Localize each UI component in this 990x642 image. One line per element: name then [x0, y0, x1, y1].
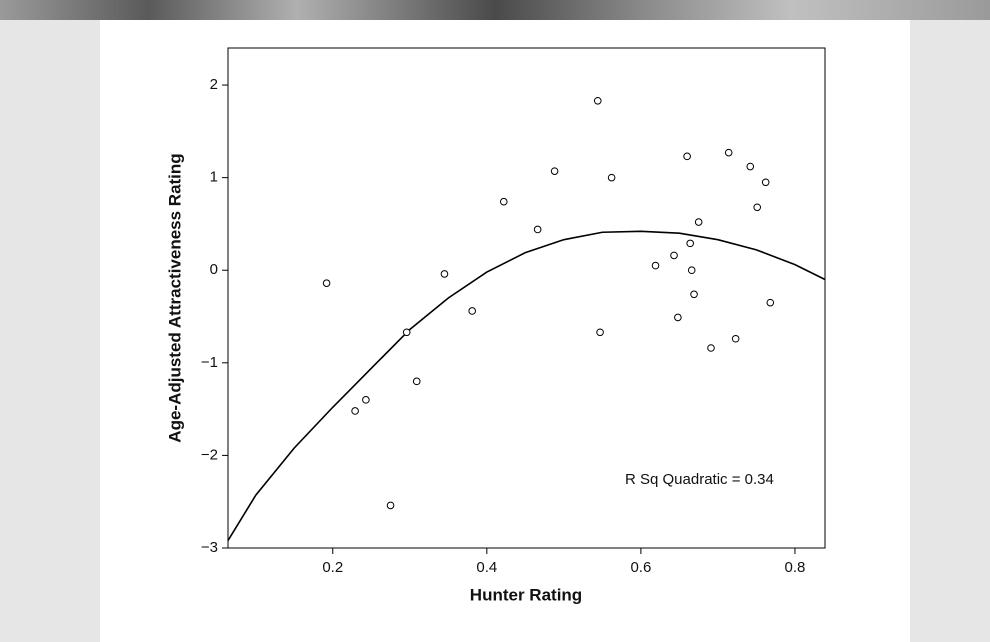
point	[533, 225, 542, 234]
point	[412, 377, 421, 386]
y-tick-label: −1	[201, 354, 218, 371]
point	[593, 96, 602, 105]
point	[550, 167, 559, 175]
point	[440, 270, 449, 278]
point	[386, 501, 395, 510]
point	[694, 218, 703, 226]
y-tick-label: 0	[210, 261, 218, 278]
y-axis-label: Age-Adjusted Attractiveness Rating	[165, 153, 184, 442]
point	[724, 148, 733, 157]
y-tick-label: 2	[210, 76, 218, 93]
point	[651, 261, 660, 270]
annotation: R Sq Quadratic = 0.34	[625, 471, 774, 488]
x-tick-label: 0.2	[322, 559, 343, 576]
point	[596, 328, 604, 337]
point	[687, 266, 696, 275]
y-tick-label: −3	[201, 539, 218, 556]
x-axis-label: Hunter Rating	[470, 585, 582, 604]
point	[686, 239, 694, 248]
point	[351, 407, 359, 415]
point	[690, 290, 698, 299]
x-tick-label: 0.6	[630, 559, 651, 576]
x-tick-label: 0.4	[476, 559, 497, 576]
point	[761, 178, 770, 187]
point	[607, 173, 616, 182]
point	[683, 152, 691, 161]
point	[731, 334, 740, 343]
point	[322, 279, 331, 287]
point	[753, 203, 762, 212]
y-tick-label: 1	[210, 169, 218, 186]
point	[674, 313, 682, 322]
point	[402, 328, 411, 337]
fit-curve	[227, 230, 826, 542]
point	[766, 298, 775, 307]
panel	[100, 20, 910, 642]
y-tick-label: −2	[201, 446, 218, 463]
point	[362, 396, 370, 404]
point	[468, 307, 476, 315]
x-tick-label: 0.8	[785, 559, 806, 576]
point	[670, 251, 678, 260]
point	[746, 162, 755, 171]
point	[499, 197, 508, 206]
point	[707, 344, 715, 352]
banner	[0, 0, 990, 20]
plot-frame	[227, 47, 826, 549]
